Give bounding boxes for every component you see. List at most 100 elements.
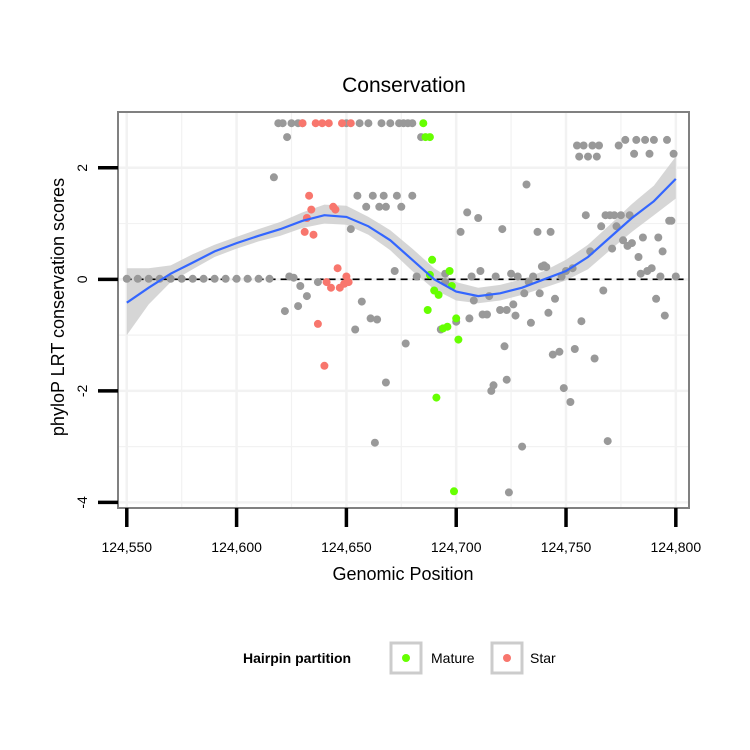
point-mature [452, 314, 461, 323]
point-other [278, 119, 287, 128]
point-star [322, 278, 331, 287]
point-other [671, 272, 680, 281]
legend-label-mature: Mature [431, 650, 475, 666]
point-other [529, 272, 538, 281]
point-other [507, 269, 516, 278]
point-other [353, 191, 362, 200]
point-other [647, 264, 656, 273]
point-other [645, 149, 654, 158]
point-mature [423, 306, 432, 314]
point-other [498, 225, 507, 234]
point-other [280, 307, 289, 316]
point-other [630, 149, 639, 158]
point-other [654, 233, 663, 242]
legend-key-star [490, 641, 524, 675]
point-other [511, 311, 520, 320]
point-other [296, 282, 305, 290]
y-tick-label: 0 [74, 275, 90, 283]
point-star [311, 119, 320, 128]
point-other [566, 398, 575, 406]
point-other [636, 269, 645, 278]
x-tick-label: 124,750 [541, 539, 592, 555]
point-other [544, 308, 553, 317]
point-other [355, 119, 364, 128]
point-other [509, 300, 518, 309]
point-other [144, 274, 153, 283]
legend-title: Hairpin partition [243, 650, 351, 666]
legend-label-star: Star [530, 650, 556, 666]
point-other [526, 318, 535, 327]
point-other [496, 306, 505, 314]
point-other [221, 274, 230, 283]
point-other [533, 227, 542, 236]
point-mature [432, 393, 441, 402]
point-other [658, 247, 667, 256]
point-other [513, 272, 522, 281]
point-other [346, 225, 355, 234]
point-mature [445, 267, 454, 275]
point-star [333, 264, 342, 273]
point-other [489, 381, 498, 390]
point-other [373, 315, 382, 324]
point-other [641, 135, 650, 144]
point-other [199, 274, 208, 283]
point-other [649, 135, 658, 144]
point-other [313, 278, 322, 287]
chart-title: Conservation [342, 74, 466, 97]
point-other [243, 274, 252, 283]
point-other [408, 191, 417, 200]
point-other [456, 227, 465, 236]
point-other [502, 306, 511, 314]
plot-panel-border [117, 111, 690, 509]
plot-panel-background [118, 112, 689, 508]
point-other [667, 216, 676, 225]
point-other [504, 488, 513, 497]
point-other [555, 347, 564, 356]
point-other [603, 437, 612, 446]
point-star [327, 283, 335, 292]
point-other [467, 272, 476, 281]
point-other [663, 135, 671, 144]
point-other [502, 375, 511, 384]
point-other [599, 286, 608, 295]
point-other [390, 267, 399, 275]
y-axis: -4 -2 0 2 [74, 164, 118, 509]
point-other [518, 442, 527, 451]
point-other [476, 267, 485, 275]
point-mature [434, 290, 443, 299]
point-other [366, 314, 375, 323]
point-other [289, 273, 298, 282]
point-other [232, 274, 241, 283]
point-other [634, 253, 643, 261]
point-other [522, 180, 531, 189]
point-other [584, 152, 592, 161]
point-other [588, 141, 597, 150]
point-other [474, 214, 483, 222]
point-other [177, 274, 186, 283]
point-other [370, 438, 379, 447]
point-other [621, 135, 630, 144]
point-other [364, 119, 373, 128]
point-mature [419, 119, 428, 128]
point-other [632, 135, 641, 144]
point-other [581, 211, 590, 220]
point-other [401, 339, 410, 348]
x-axis-label: Genomic Position [332, 564, 473, 584]
point-other [548, 350, 557, 359]
point-other [368, 191, 377, 200]
x-tick-label: 124,800 [651, 539, 702, 555]
point-other [612, 222, 621, 231]
point-star [305, 191, 314, 200]
point-other [375, 202, 384, 211]
point-other [551, 294, 559, 303]
point-other [579, 141, 588, 150]
point-other [491, 272, 500, 281]
point-other [656, 272, 665, 281]
point-other [265, 274, 274, 283]
point-other [652, 294, 661, 303]
point-other [294, 302, 303, 311]
point-other [592, 152, 601, 161]
point-other [535, 289, 544, 298]
smooth-trend-line [126, 178, 677, 304]
